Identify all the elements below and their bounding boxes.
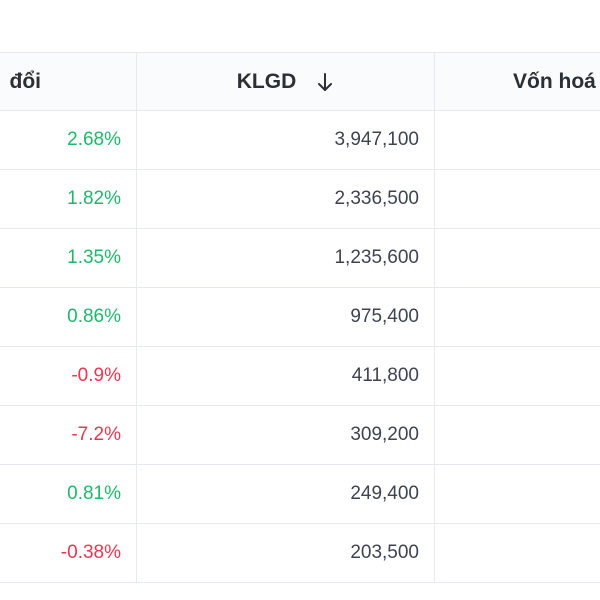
- table-body: 2.68% 3,947,100 1.82% 2,336,500 1.35% 1,235,6…: [0, 111, 600, 583]
- table-row[interactable]: 1.35% 1,235,600: [0, 229, 600, 288]
- change-percent-cell: 0.81%: [0, 465, 137, 523]
- market-cap-cell: [435, 111, 600, 169]
- stock-table: đổi KLGD Vốn hoá 2.68% 3,947,100 1.82% 2,33…: [0, 52, 600, 583]
- market-cap-cell: [435, 406, 600, 464]
- market-cap-cell: [435, 524, 600, 582]
- table-row[interactable]: -7.2% 309,200: [0, 406, 600, 465]
- market-cap-cell: [435, 170, 600, 228]
- change-percent-cell: 1.82%: [0, 170, 137, 228]
- table-row[interactable]: -0.38% 203,500: [0, 524, 600, 583]
- column-header-change[interactable]: đổi: [0, 53, 137, 110]
- volume-cell: 3,947,100: [137, 111, 435, 169]
- table-row[interactable]: 2.68% 3,947,100: [0, 111, 600, 170]
- volume-cell: 411,800: [137, 347, 435, 405]
- volume-cell: 975,400: [137, 288, 435, 346]
- table-header-row: đổi KLGD Vốn hoá: [0, 52, 600, 111]
- volume-cell: 203,500: [137, 524, 435, 582]
- change-percent-cell: -7.2%: [0, 406, 137, 464]
- volume-cell: 1,235,600: [137, 229, 435, 287]
- arrow-down-icon[interactable]: [316, 71, 334, 93]
- table-row[interactable]: -0.9% 411,800: [0, 347, 600, 406]
- volume-cell: 2,336,500: [137, 170, 435, 228]
- market-cap-cell: [435, 288, 600, 346]
- change-percent-cell: -0.38%: [0, 524, 137, 582]
- change-percent-cell: 0.86%: [0, 288, 137, 346]
- table-row[interactable]: 0.81% 249,400: [0, 465, 600, 524]
- volume-cell: 249,400: [137, 465, 435, 523]
- table-row[interactable]: 1.82% 2,336,500: [0, 170, 600, 229]
- table-row[interactable]: 0.86% 975,400: [0, 288, 600, 347]
- market-cap-cell: [435, 229, 600, 287]
- column-header-market-cap-label: Vốn hoá: [513, 69, 596, 93]
- market-cap-cell: [435, 347, 600, 405]
- column-header-volume-label: KLGD: [236, 69, 297, 93]
- change-percent-cell: -0.9%: [0, 347, 137, 405]
- column-header-change-label: đổi: [9, 69, 42, 93]
- column-header-market-cap[interactable]: Vốn hoá: [435, 53, 600, 110]
- volume-cell: 309,200: [137, 406, 435, 464]
- sort-by-volume-button[interactable]: KLGD: [237, 70, 335, 94]
- market-cap-cell: [435, 465, 600, 523]
- change-percent-cell: 2.68%: [0, 111, 137, 169]
- change-percent-cell: 1.35%: [0, 229, 137, 287]
- column-header-volume[interactable]: KLGD: [137, 53, 435, 110]
